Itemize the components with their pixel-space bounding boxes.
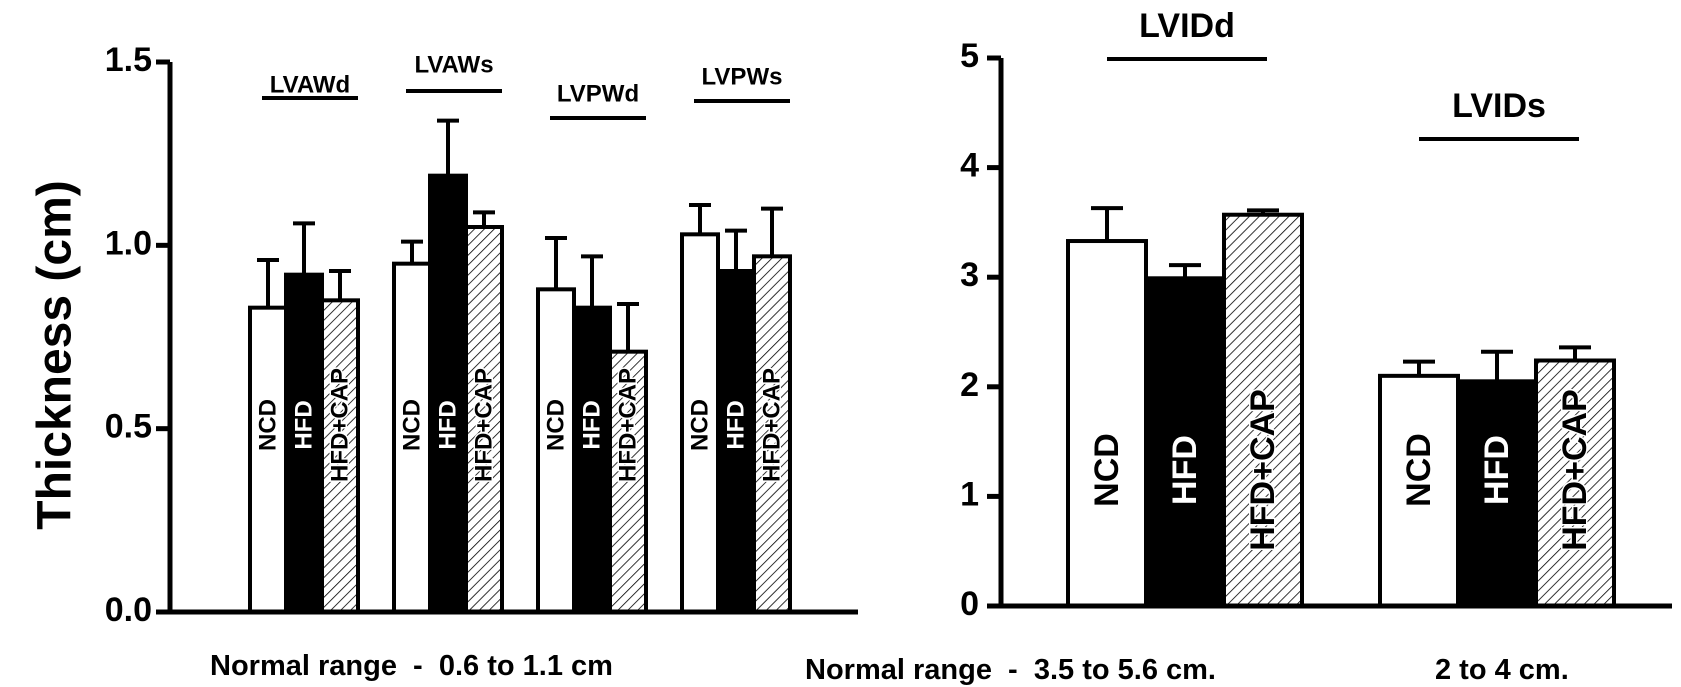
y-tick-label: 0.5: [105, 408, 152, 446]
y-axis-label: Thickness (cm): [29, 180, 82, 529]
bar-series-label: NCD: [543, 399, 570, 451]
group-label-lvids: LVIDs: [1452, 87, 1546, 125]
left-footer: Normal range - 0.6 to 1.1 cm: [210, 650, 613, 682]
bar-lvids-ncd: [1378, 373, 1460, 608]
group-label-lvpws: LVPWs: [702, 63, 783, 90]
bar-lvidd-hfd: [1144, 276, 1226, 608]
bar-lvawd-ncd: [248, 305, 288, 614]
group-label-lvaws: LVAWs: [414, 51, 493, 78]
bar-lvaws-hfd-plus-cap: [464, 225, 504, 614]
bar-series-label: NCD: [687, 399, 714, 451]
bar-lvawd-hfd-plus-cap: [320, 298, 360, 614]
bar-series-label: HFD+CAP: [615, 368, 642, 482]
bar-series-label: NCD: [1400, 433, 1438, 507]
bar-series-label: HFD: [1478, 435, 1516, 505]
y-tick-label: 0: [960, 585, 979, 623]
y-tick-label: 1.0: [105, 224, 152, 262]
y-tick-label: 3: [960, 256, 979, 294]
left-chart: Thickness (cm) 0.0 0.5 1.0 1.5 NCD HFD HFD+CA…: [29, 41, 858, 682]
bar-lvpwd-hfd: [572, 305, 612, 614]
y-tick-label: 1.5: [105, 41, 152, 79]
y-tick-label: 2: [960, 366, 979, 404]
bar-lvawd-hfd: [284, 272, 324, 614]
y-tick-label: 0.0: [105, 591, 152, 629]
bar-series-label: HFD+CAP: [471, 368, 498, 482]
bar-series-label: HFD+CAP: [327, 368, 354, 482]
bar-series-label: HFD: [1166, 435, 1204, 505]
bar-series-label: HFD: [579, 400, 606, 449]
bar-series-label: HFD: [723, 400, 750, 449]
bar-lvids-hfd-plus-cap: [1534, 358, 1616, 608]
bar-series-label: HFD: [291, 400, 318, 449]
bar-series-label: NCD: [399, 399, 426, 451]
group-label-lvawd: LVAWd: [270, 71, 350, 98]
bar-lvidd-ncd: [1066, 239, 1148, 608]
y-tick-label: 4: [960, 147, 979, 185]
group-label-lvpwd: LVPWd: [557, 80, 639, 107]
group-label-lvidd: LVIDd: [1139, 7, 1235, 45]
bar-series-label: HFD: [435, 400, 462, 449]
bar-series-label: NCD: [1088, 433, 1126, 507]
bar-series-label: HFD+CAP: [1244, 389, 1282, 551]
bar-series-label: HFD+CAP: [1556, 389, 1594, 551]
y-tick-label: 1: [960, 475, 979, 513]
bar-series-label: HFD+CAP: [759, 368, 786, 482]
bar-lvaws-hfd: [428, 173, 468, 615]
right-footer-secondary: 2 to 4 cm.: [1435, 654, 1569, 686]
bar-series-label: NCD: [255, 399, 282, 451]
y-tick-label: 5: [960, 37, 979, 75]
right-chart: 0 1 2 3 4 5 NCD HFD HFD+CAP NCD HFD HFD+CAP LVIDd L…: [805, 7, 1672, 686]
bar-lvpws-hfd-plus-cap: [752, 254, 792, 614]
bar-lvpwd-hfd-plus-cap: [608, 349, 648, 614]
right-footer: Normal range - 3.5 to 5.6 cm.: [805, 654, 1216, 686]
bar-lvids-hfd: [1456, 379, 1538, 608]
